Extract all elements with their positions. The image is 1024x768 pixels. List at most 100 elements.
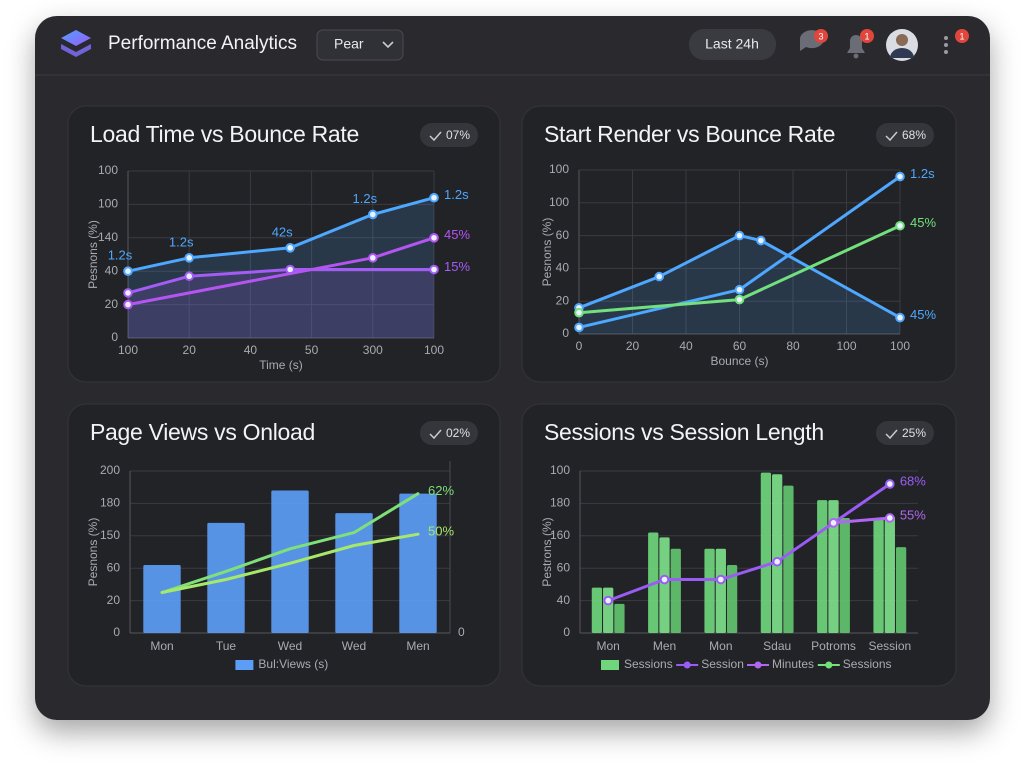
- value-label: 68%: [900, 473, 926, 488]
- chart-title: Sessions vs Session Length: [544, 419, 824, 445]
- value-label: 45%: [910, 215, 936, 230]
- chart-panel: Page Views vs Onload 02% 0 20 60 150 180 200 0 Mo…: [67, 403, 501, 687]
- bar: [143, 564, 181, 633]
- y-tick-label: 60: [107, 560, 121, 574]
- chart-title: Start Render vs Bounce Rate: [544, 121, 835, 147]
- x-tick-label: Mon: [709, 639, 732, 653]
- y-tick-label: 100: [98, 197, 118, 211]
- y-tick-label: 60: [556, 228, 570, 242]
- badge-count: 1: [864, 31, 869, 41]
- point: [895, 171, 905, 182]
- y-tick-label: 40: [105, 263, 119, 277]
- bar: [760, 472, 772, 633]
- value-label: 15%: [444, 259, 470, 274]
- x-tick-label: Tue: [216, 639, 237, 653]
- legend-swatch: [683, 661, 691, 669]
- bar: [884, 516, 895, 633]
- bar: [399, 493, 437, 633]
- point: [123, 288, 133, 298]
- bar: [670, 548, 681, 633]
- badge-count: 3: [818, 31, 823, 41]
- y-tick-label: 100: [549, 195, 569, 209]
- legend-swatch: [601, 660, 619, 670]
- x-tick-label: Mon: [150, 639, 173, 653]
- x-tick-label: 300: [363, 343, 383, 357]
- x-tick-label: 100: [890, 339, 910, 353]
- point: [734, 294, 745, 305]
- x-tick-label: Mon: [596, 639, 619, 653]
- y-tick-label: 0: [113, 625, 120, 639]
- value-label: 1.2s: [910, 166, 935, 181]
- point: [429, 233, 439, 243]
- y-tick-label: 40: [556, 261, 570, 275]
- bar: [895, 547, 907, 633]
- bar: [726, 564, 738, 633]
- y-tick-label: 100: [550, 463, 570, 477]
- value-label: 62%: [428, 483, 454, 498]
- x-tick-label: 20: [626, 339, 640, 353]
- badge-icon: [885, 429, 898, 440]
- legend-label: Bul:Views (s): [258, 657, 328, 671]
- range-button[interactable]: [689, 29, 776, 60]
- x-tick-label: 80: [786, 339, 800, 353]
- point: [184, 271, 194, 282]
- x-tick-label: Men: [653, 639, 676, 653]
- value-label: 1.2s: [108, 248, 133, 263]
- x-tick-label: Wed: [278, 639, 302, 653]
- value-label: 42s: [272, 224, 293, 239]
- chart-title: Page Views vs Onload: [90, 419, 315, 445]
- point: [574, 307, 584, 318]
- chevron: [382, 41, 394, 49]
- x-tick-label: 40: [679, 339, 693, 353]
- y-axis-label: Pesnons (%): [86, 518, 100, 587]
- point: [828, 518, 839, 528]
- point: [429, 264, 439, 275]
- bar: [873, 519, 884, 633]
- point: [123, 299, 133, 310]
- x-tick-label: 100: [424, 343, 444, 357]
- point: [885, 513, 895, 523]
- y-tick-label: 20: [107, 593, 121, 607]
- y-tick-label: 60: [557, 560, 571, 574]
- bar: [207, 522, 245, 633]
- point: [603, 595, 613, 606]
- x-tick-label: Men: [406, 639, 429, 653]
- bell-icon[interactable]: 1: [847, 29, 874, 59]
- bar: [817, 500, 828, 633]
- point: [659, 574, 670, 585]
- point: [285, 243, 295, 253]
- badge-label: 25%: [902, 426, 926, 440]
- y-axis-label: Pestrons (%): [540, 517, 554, 586]
- x-tick-label: Sdau: [763, 639, 791, 653]
- badge-icon: [885, 131, 898, 142]
- menu-icon[interactable]: 1: [944, 29, 969, 54]
- value-label: 1.2s: [169, 234, 194, 249]
- bar: [715, 548, 726, 633]
- y-tick-label: 180: [550, 496, 570, 510]
- point: [716, 574, 726, 585]
- badge-icon: [429, 429, 442, 440]
- line: [832, 516, 892, 525]
- y-tick-label: 140: [98, 230, 118, 244]
- badge: [420, 123, 478, 147]
- bar: [783, 485, 794, 633]
- line: [606, 482, 892, 603]
- x-axis-label: Bounce (s): [710, 354, 768, 368]
- badge: [420, 421, 478, 445]
- y-tick-label: 180: [100, 496, 120, 510]
- selector-label[interactable]: Pear: [334, 36, 364, 52]
- badge: [876, 421, 934, 445]
- point: [734, 284, 745, 295]
- bar: [839, 517, 850, 633]
- selector[interactable]: [316, 29, 404, 61]
- area: [128, 197, 434, 338]
- avatar[interactable]: [886, 29, 918, 61]
- chart-panel: Load Time vs Bounce Rate 07% 0 20 40 140 100 10…: [67, 105, 501, 383]
- point: [654, 271, 665, 282]
- point: [184, 253, 194, 263]
- point: [885, 479, 895, 489]
- legend-label: Session: [701, 657, 744, 671]
- messages-icon[interactable]: 3: [800, 29, 828, 51]
- range-label[interactable]: Last 24h: [705, 36, 759, 52]
